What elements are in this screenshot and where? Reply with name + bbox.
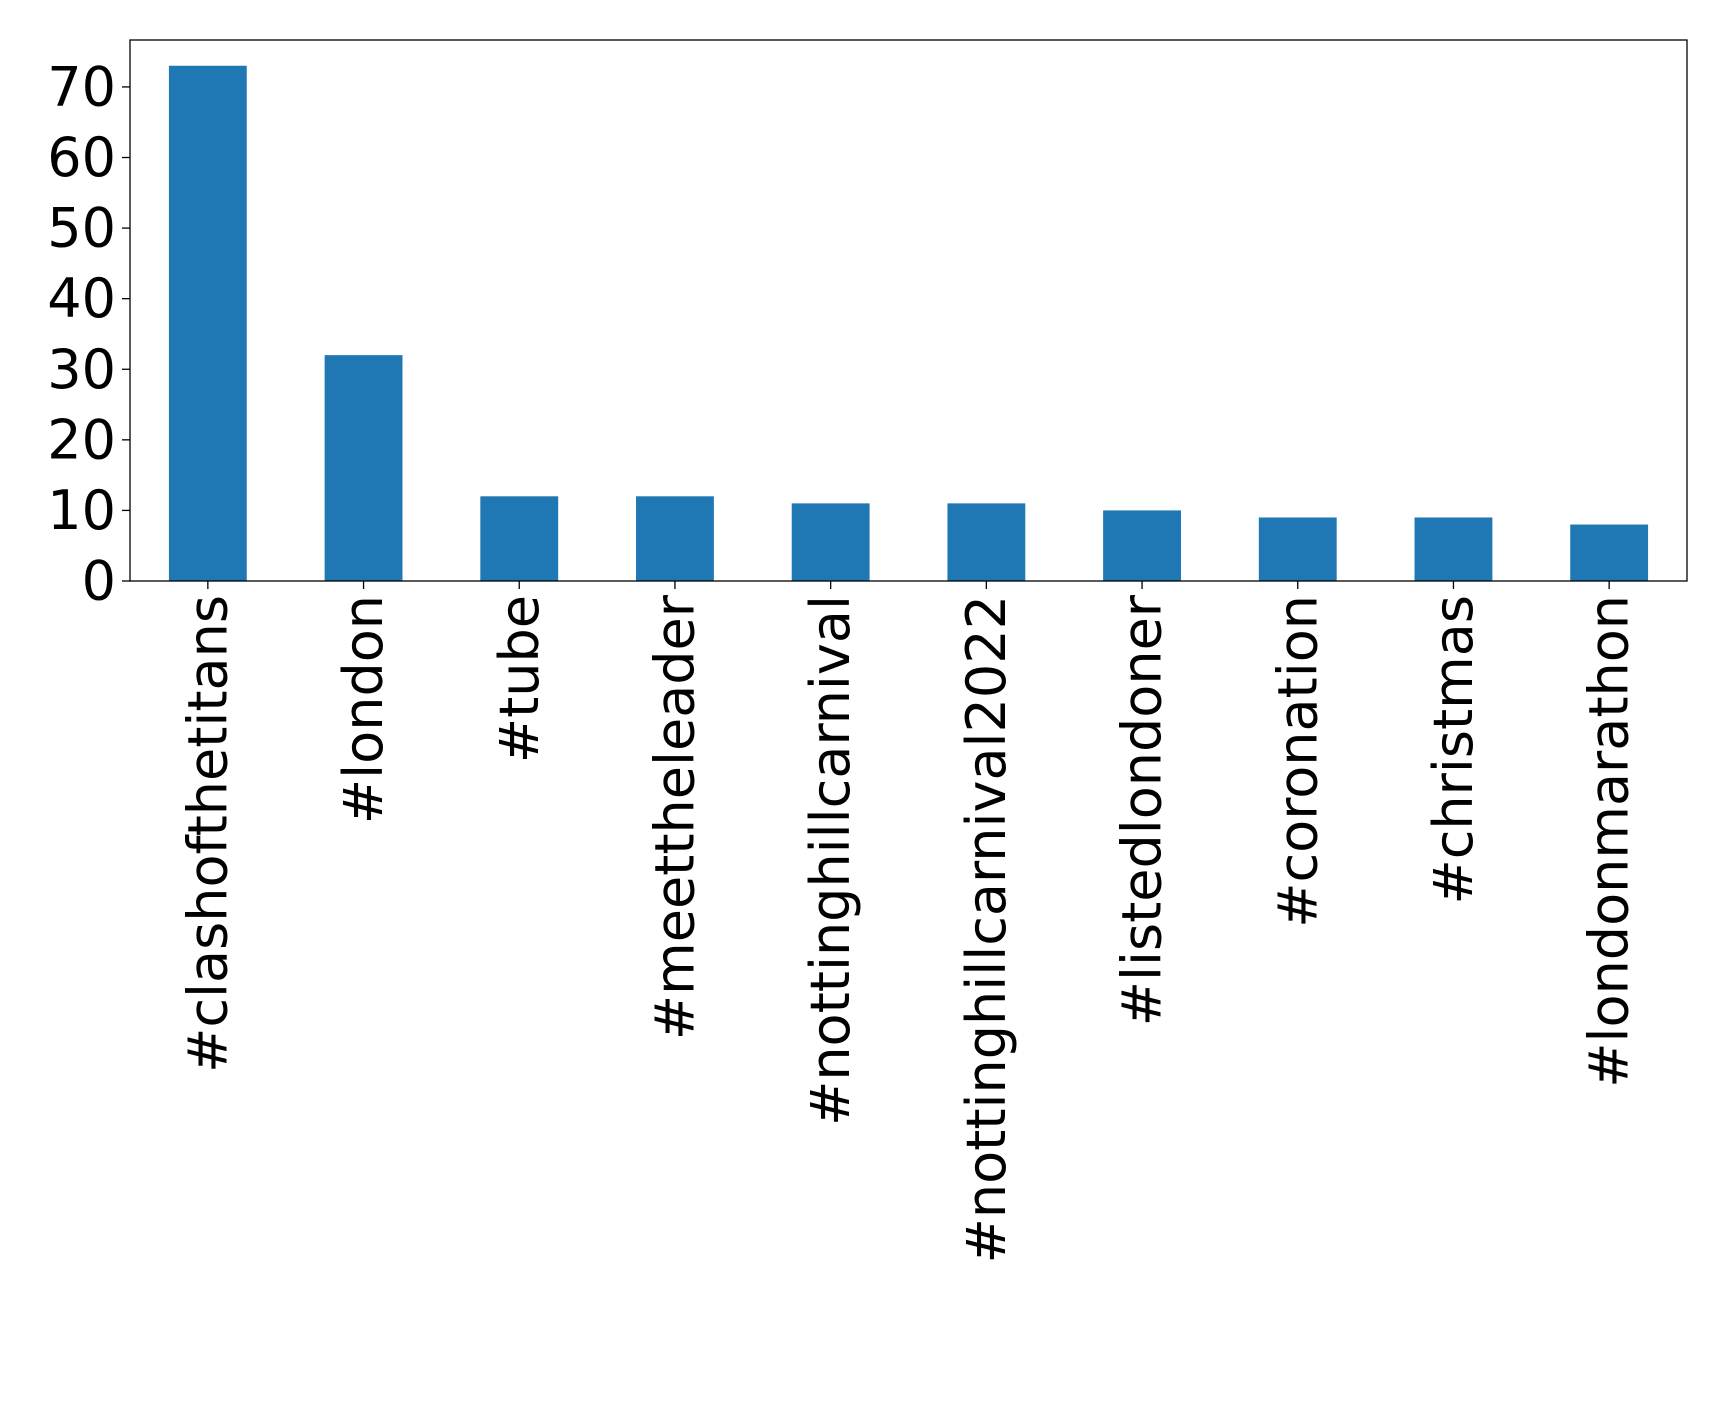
x-tick-label: #meettheleader xyxy=(643,594,706,1040)
y-tick-label: 70 xyxy=(47,55,116,118)
bar-clashofthetitans xyxy=(168,65,247,581)
y-axis: 0 10 20 30 40 50 60 70 xyxy=(47,55,130,613)
x-tick-label: #london xyxy=(332,595,395,824)
bar-london xyxy=(324,355,403,581)
x-axis: #clashofthetitans #london #tube #meetthelea… xyxy=(176,581,1641,1263)
bar-nottinghillcarnival2022 xyxy=(947,503,1026,581)
y-tick-label: 0 xyxy=(82,550,116,613)
bar-tube xyxy=(480,496,559,581)
bar-coronation xyxy=(1258,517,1337,581)
y-tick-label: 20 xyxy=(47,408,116,471)
y-tick-label: 50 xyxy=(47,197,116,260)
x-tick-label: #tube xyxy=(488,595,551,763)
bar-londonmarathon xyxy=(1570,524,1649,581)
x-tick-label: #nottinghillcarnival2022 xyxy=(955,595,1018,1263)
x-tick-label: #clashofthetitans xyxy=(176,595,239,1073)
bar-listedlondoner xyxy=(1103,510,1181,581)
bar-christmas xyxy=(1414,517,1493,581)
x-tick-label: #nottinghillcarnival xyxy=(799,595,862,1126)
bar-meettheleader xyxy=(636,496,714,581)
bar-nottinghillcarnival xyxy=(791,503,870,581)
x-tick-label: #christmas xyxy=(1422,595,1485,905)
bars-layer xyxy=(168,65,1649,581)
y-tick-label: 60 xyxy=(47,126,116,189)
x-tick-label: #listedlondoner xyxy=(1111,594,1174,1026)
x-tick-label: #londonmarathon xyxy=(1578,595,1641,1088)
x-tick-label: #coronation xyxy=(1266,595,1329,928)
y-tick-label: 40 xyxy=(47,267,116,330)
y-tick-label: 30 xyxy=(47,338,116,401)
plot-frame xyxy=(129,39,1688,582)
y-tick-label: 10 xyxy=(47,479,116,542)
